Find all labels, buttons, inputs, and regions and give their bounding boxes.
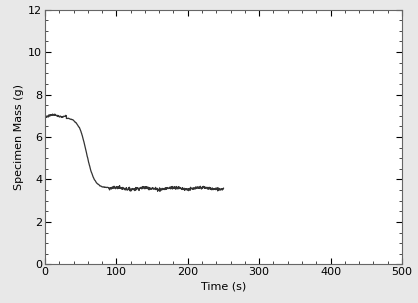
X-axis label: Time (s): Time (s) <box>201 281 246 291</box>
Y-axis label: Specimen Mass (g): Specimen Mass (g) <box>14 84 24 190</box>
